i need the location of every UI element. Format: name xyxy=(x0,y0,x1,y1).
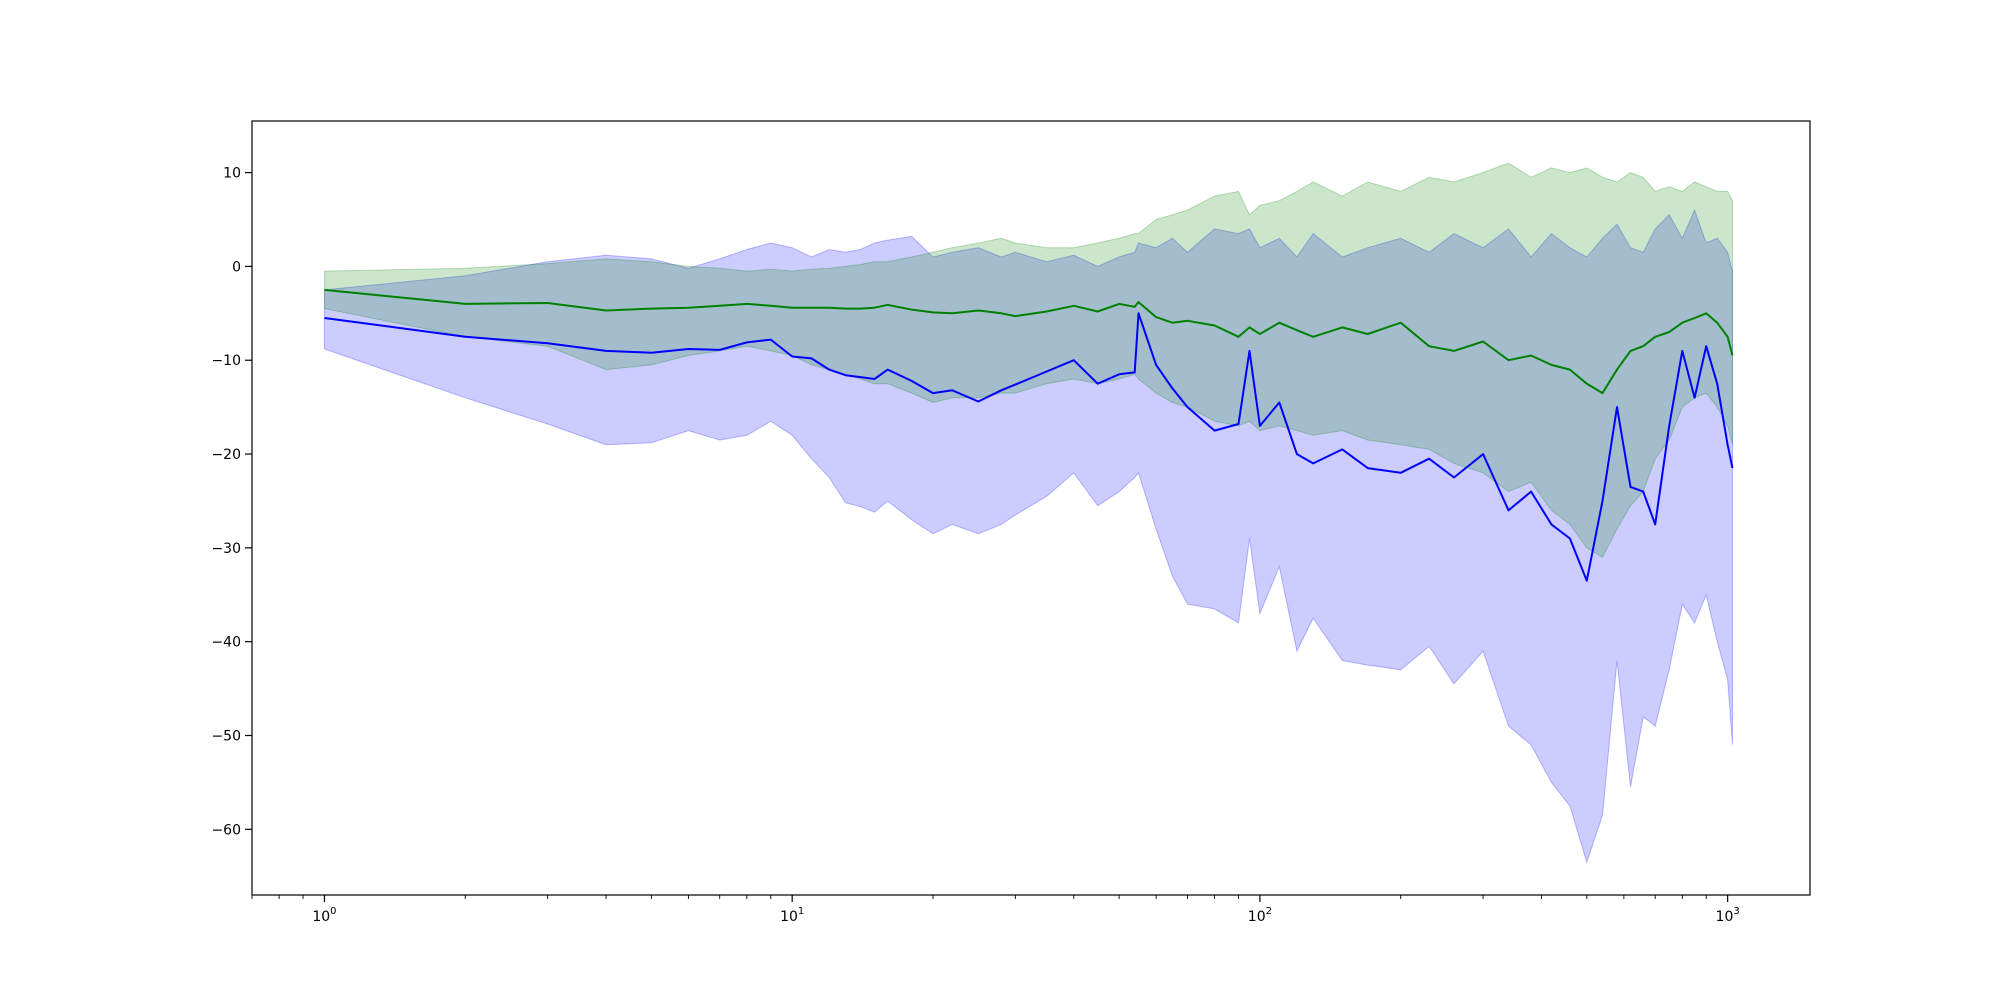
y-tick-label: −40 xyxy=(211,635,241,651)
x-tick-label: 103 xyxy=(1716,906,1740,925)
confidence-bands xyxy=(324,162,1733,864)
y-tick-label: −60 xyxy=(211,822,241,838)
x-tick-label: 101 xyxy=(780,906,804,925)
x-axis: 100 101 102 103 xyxy=(251,895,1740,925)
confidence-band-0 xyxy=(324,208,1733,864)
x-tick-label: 100 xyxy=(312,906,336,925)
y-tick-label: −10 xyxy=(211,353,241,369)
y-tick-label: −30 xyxy=(211,541,241,557)
y-axis: 10 0 −10 −20 −30 −40 −50 −60 xyxy=(211,166,252,838)
y-tick-label: 10 xyxy=(223,166,241,182)
confidence-band-1 xyxy=(324,162,1733,559)
plot-area-frame xyxy=(251,120,1811,896)
mean-line-0 xyxy=(324,312,1734,582)
y-tick-label: −50 xyxy=(211,729,241,745)
mean-lines xyxy=(324,288,1734,582)
y-tick-label: 0 xyxy=(232,259,241,275)
mean-line-1 xyxy=(324,288,1734,395)
x-tick-label: 102 xyxy=(1248,906,1272,925)
y-tick-label: −20 xyxy=(211,447,241,463)
